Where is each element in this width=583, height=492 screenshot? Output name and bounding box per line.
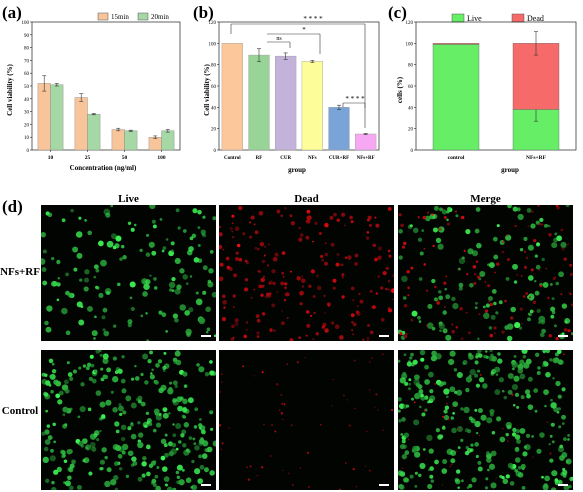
- chart-a-xtick: 25: [85, 155, 91, 161]
- chart-b-bar: [355, 133, 377, 151]
- chart-c-bar: [432, 44, 480, 151]
- chart-c-ytick: 100: [406, 42, 414, 47]
- chart-b-signif-top: * * * *: [303, 15, 323, 23]
- chart-c-legend-live: Live: [467, 14, 482, 23]
- chart-a-xtick: 100: [157, 155, 166, 161]
- micrograph-nfsrf-merge: [398, 205, 573, 341]
- chart-b-xtick: Control: [224, 156, 241, 161]
- chart-c-ylabel: cells (%): [396, 76, 404, 103]
- chart-c-bar: [432, 43, 480, 45]
- chart-b-ytick: 80: [211, 64, 217, 69]
- live-dead-stacked-chart: cells (%) group Live Dead 0 20 40 60 80 100 12…: [396, 13, 577, 174]
- chart-a-bar: [87, 113, 101, 151]
- chart-a-ytick: 30: [24, 111, 30, 116]
- chart-a-bar: [50, 84, 64, 151]
- micrograph-nfsrf-live: [41, 205, 216, 341]
- chart-a-xtick: 50: [122, 155, 128, 161]
- chart-b-xtick: NFs+RF: [357, 156, 375, 161]
- chart-a-legend-swatch-15min: [97, 12, 109, 21]
- chart-c-ytick: 120: [406, 21, 414, 26]
- chart-a-ytick: 80: [24, 47, 30, 52]
- viability-concentration-chart: Cell viability (%) Concentration (ng/ml)…: [6, 12, 181, 172]
- chart-b-xtick: CUR+RF: [329, 156, 349, 161]
- chart-a-xlabel: Concentration (ng/ml): [70, 164, 137, 172]
- chart-c-ytick: 60: [408, 85, 414, 90]
- chart-a-legend-15min: 15min: [111, 13, 129, 21]
- chart-b-bar: [221, 43, 243, 151]
- chart-a-ytick: 10: [24, 136, 30, 141]
- chart-a-bar: [111, 129, 125, 151]
- micrograph-row-label-nfsrf: NFs+RF: [0, 266, 40, 278]
- chart-c-legend-swatch-dead: [511, 13, 525, 23]
- chart-a-legend-swatch-20min: [137, 12, 149, 21]
- micrograph-row-label-control: Control: [1, 405, 39, 417]
- chart-b-frame: [218, 21, 380, 151]
- chart-a-ytick: 70: [24, 59, 30, 64]
- chart-b-bar: [301, 61, 323, 151]
- chart-b-ytick: 20: [211, 128, 217, 133]
- chart-a-xtick: 10: [48, 155, 54, 161]
- scale-bar: [558, 484, 568, 486]
- scale-bar: [558, 335, 568, 337]
- chart-a-ylabel: Cell viability (%): [6, 63, 14, 115]
- chart-a-bar: [37, 83, 51, 151]
- chart-a-ytick: 40: [24, 98, 30, 103]
- chart-a-ytick: 50: [24, 85, 30, 90]
- chart-a-legend-20min: 20min: [151, 13, 169, 21]
- chart-b-xtick: CUR: [280, 156, 291, 161]
- chart-b-ytick: 0: [214, 149, 217, 154]
- chart-c-xtick: control: [448, 155, 465, 161]
- chart-b-xtick: RF: [256, 156, 263, 161]
- chart-a-ytick: 0: [27, 149, 30, 154]
- chart-c-ytick: 0: [411, 149, 414, 154]
- chart-c-legend-dead: Dead: [527, 14, 544, 23]
- micrograph-control-live: [41, 350, 216, 490]
- chart-b-signif-ns: ns: [276, 36, 282, 42]
- chart-b-ylabel: Cell viability (%): [203, 63, 211, 115]
- chart-a-ytick: 90: [24, 34, 30, 39]
- chart-b-bar: [248, 54, 270, 151]
- chart-c-ytick: 20: [408, 128, 414, 133]
- chart-b-ytick: 120: [209, 21, 217, 26]
- chart-a-bar: [124, 130, 138, 151]
- micrograph-header-dead: Dead: [294, 193, 319, 205]
- chart-c-ytick: 80: [408, 64, 414, 69]
- micrograph-control-merge: [398, 350, 573, 490]
- chart-a-ytick: 20: [24, 123, 30, 128]
- chart-b-bar: [275, 55, 297, 151]
- chart-a-ytick: 60: [24, 72, 30, 77]
- chart-b-ytick: 100: [209, 42, 217, 47]
- chart-c-legend-swatch-live: [451, 13, 465, 23]
- scale-bar: [379, 335, 389, 337]
- chart-a-bar: [148, 136, 162, 151]
- chart-b-signif-rf-nfs: *: [302, 26, 306, 34]
- micrograph-header-merge: Merge: [470, 193, 501, 205]
- chart-a-ytick: 100: [22, 21, 30, 26]
- viability-group-chart: Cell viability (%) group * * * * * ns * …: [203, 15, 380, 174]
- chart-b-xtick: NFs: [308, 156, 317, 161]
- chart-c-xlabel: group: [501, 166, 519, 174]
- scale-bar: [201, 484, 211, 486]
- chart-b-bar: [328, 107, 350, 151]
- chart-a-bar: [161, 130, 175, 151]
- chart-c-ytick: 40: [408, 106, 414, 111]
- scale-bar: [201, 335, 211, 337]
- chart-a-bar: [74, 97, 88, 151]
- micrograph-nfsrf-dead: [219, 205, 394, 341]
- chart-c-xtick: NFs+RF: [526, 155, 547, 161]
- chart-b-ytick: 40: [211, 106, 217, 111]
- chart-b-ytick: 60: [211, 85, 217, 90]
- scale-bar: [379, 484, 389, 486]
- chart-b-xlabel: group: [288, 166, 306, 174]
- micrograph-control-dead: [219, 350, 394, 490]
- micrograph-header-live: Live: [118, 193, 139, 205]
- panel-label-d: (d): [2, 197, 23, 216]
- chart-b-signif-bottom: * * * *: [345, 95, 365, 103]
